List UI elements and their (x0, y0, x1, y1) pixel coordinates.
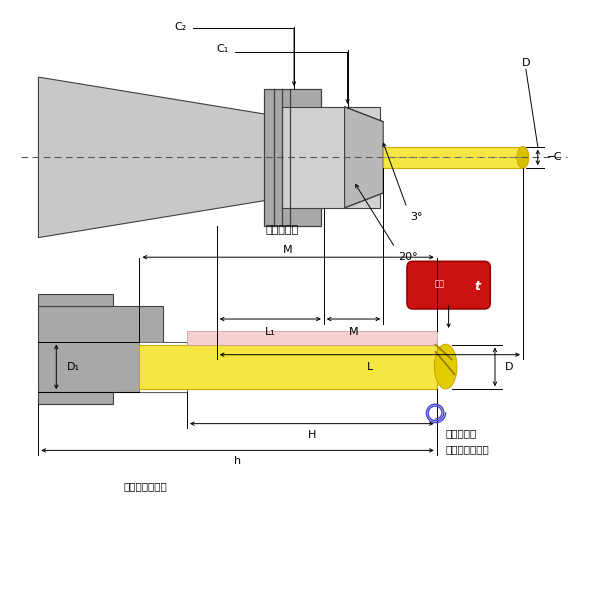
Polygon shape (139, 341, 187, 392)
Polygon shape (38, 294, 113, 306)
Text: M: M (283, 245, 293, 255)
Text: 加工有効長: 加工有効長 (266, 224, 299, 235)
Polygon shape (187, 331, 437, 344)
Text: L₁: L₁ (265, 327, 275, 337)
Text: 肉厚: 肉厚 (434, 280, 445, 289)
Polygon shape (38, 306, 187, 392)
Ellipse shape (434, 344, 457, 389)
Text: 工具最大挿入長: 工具最大挿入長 (124, 481, 167, 491)
Text: M: M (349, 327, 358, 337)
Polygon shape (282, 107, 380, 208)
Text: D: D (521, 58, 530, 68)
Ellipse shape (517, 146, 529, 168)
Polygon shape (265, 89, 321, 226)
Polygon shape (139, 344, 437, 389)
Text: C₂: C₂ (175, 22, 187, 32)
Polygon shape (344, 107, 383, 208)
Polygon shape (383, 146, 523, 168)
Text: つかみ長さ: つかみ長さ (446, 428, 477, 438)
Text: D₁: D₁ (67, 362, 79, 371)
Text: t: t (474, 280, 480, 293)
Text: ─C: ─C (547, 152, 561, 163)
Text: 20°: 20° (398, 253, 418, 262)
Text: （最低把持長）: （最低把持長） (446, 444, 490, 454)
Text: D: D (505, 362, 514, 371)
Polygon shape (38, 77, 282, 238)
Text: L: L (367, 362, 373, 372)
FancyBboxPatch shape (407, 262, 490, 309)
Text: h: h (234, 456, 241, 466)
Text: H: H (308, 430, 316, 440)
Text: C₁: C₁ (217, 44, 229, 54)
Polygon shape (38, 392, 113, 404)
Text: 3°: 3° (410, 212, 422, 222)
